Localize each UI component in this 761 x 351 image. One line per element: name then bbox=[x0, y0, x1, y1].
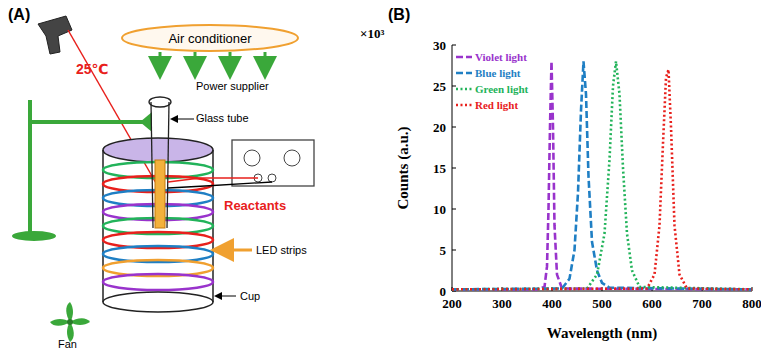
y-tick-label: 30 bbox=[433, 38, 446, 53]
x-tick-label: 700 bbox=[692, 296, 712, 311]
legend-label: Violet light bbox=[475, 51, 527, 63]
glass-tube bbox=[167, 102, 169, 228]
thermometer bbox=[38, 16, 72, 54]
air-arrow bbox=[194, 52, 197, 68]
fan-hub bbox=[67, 319, 73, 325]
legend-swatch bbox=[456, 104, 472, 107]
y-tick-label: 5 bbox=[440, 243, 447, 258]
series-line bbox=[452, 61, 752, 289]
y-tick-label: 15 bbox=[433, 161, 447, 176]
series-line bbox=[452, 70, 752, 290]
dial bbox=[244, 150, 260, 166]
x-tick-label: 500 bbox=[592, 296, 612, 311]
cup-bottom bbox=[103, 292, 213, 312]
pointer bbox=[216, 296, 236, 297]
fan-blade bbox=[70, 318, 90, 325]
legend-swatch bbox=[456, 72, 472, 75]
air-conditioner bbox=[122, 25, 298, 51]
y-tick-label: 0 bbox=[440, 284, 447, 299]
pointer bbox=[216, 249, 252, 252]
stand-base bbox=[12, 231, 56, 241]
stand-pole bbox=[28, 100, 32, 232]
fan-blade bbox=[50, 319, 70, 326]
panel-a: (A) 25℃ Air conditioner Power supplier Glass… bbox=[8, 6, 314, 350]
x-tick-label: 600 bbox=[642, 296, 662, 311]
panel-label: (A) bbox=[8, 6, 30, 23]
y-axis-label: Counts (a.u.) bbox=[395, 127, 412, 210]
fan-blade bbox=[66, 302, 73, 322]
x-tick-label: 300 bbox=[492, 296, 512, 311]
legend-label: Red light bbox=[475, 99, 518, 111]
x-tick-label: 800 bbox=[742, 296, 761, 311]
temperature: 25℃ bbox=[76, 61, 109, 77]
dial bbox=[284, 150, 300, 166]
x-axis-label: Wavelength (nm) bbox=[547, 325, 657, 342]
reactants-label: Reactants bbox=[224, 198, 286, 213]
y-tick-label: 25 bbox=[433, 79, 447, 94]
series-line bbox=[452, 61, 752, 289]
power-supply bbox=[232, 140, 314, 186]
legend-swatch bbox=[456, 88, 472, 91]
glass-tube-top bbox=[149, 97, 171, 107]
cup-top bbox=[103, 138, 213, 162]
y-tick bbox=[452, 45, 456, 46]
y-tick-label: 20 bbox=[433, 120, 446, 135]
glass-tube-label: Glass tube bbox=[196, 112, 249, 124]
clamp bbox=[140, 112, 152, 132]
y-tick bbox=[452, 168, 456, 169]
y-multiplier: ×10³ bbox=[360, 26, 384, 41]
glass-tube bbox=[151, 102, 153, 228]
fan-label: Fan bbox=[58, 338, 77, 350]
reactants bbox=[155, 160, 165, 228]
legend-label: Blue light bbox=[475, 67, 521, 79]
legend: Violet light Blue light Green light Red lig… bbox=[456, 51, 529, 111]
panel-label: (B) bbox=[388, 6, 410, 23]
air-arrow bbox=[229, 52, 232, 68]
wire bbox=[168, 178, 258, 182]
y-tick-label: 10 bbox=[433, 202, 446, 217]
wire bbox=[168, 182, 272, 188]
y-tick bbox=[452, 209, 456, 210]
legend-swatch bbox=[456, 56, 472, 59]
socket bbox=[268, 174, 276, 182]
stand-arm bbox=[30, 120, 150, 124]
legend-label: Green light bbox=[475, 83, 529, 95]
air-arrow bbox=[264, 52, 267, 68]
y-tick bbox=[452, 127, 456, 128]
power-supplier-label: Power supplier bbox=[196, 80, 269, 92]
y-tick bbox=[452, 250, 456, 251]
air-arrow bbox=[159, 52, 162, 68]
panel-b: (B)×10³200300400500600700800051015202530… bbox=[360, 6, 761, 342]
figure: (A) 25℃ Air conditioner Power supplier Glass… bbox=[0, 0, 761, 351]
air-conditioner-label: Air conditioner bbox=[168, 31, 252, 46]
series-group bbox=[452, 61, 752, 289]
x-tick-label: 400 bbox=[542, 296, 562, 311]
cup-label: Cup bbox=[240, 290, 260, 302]
led-strips-label: LED strips bbox=[256, 244, 307, 256]
series-line bbox=[452, 61, 752, 289]
pointer bbox=[172, 119, 194, 120]
fan bbox=[50, 302, 90, 342]
led-ring bbox=[103, 274, 213, 290]
y-tick bbox=[452, 86, 456, 87]
